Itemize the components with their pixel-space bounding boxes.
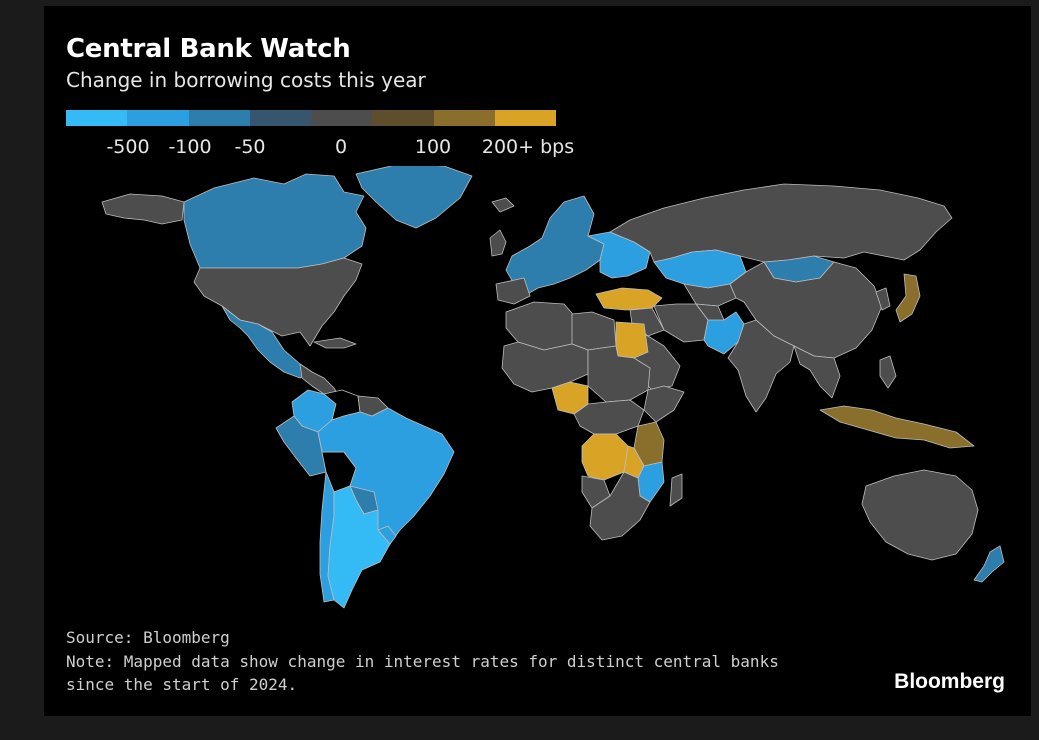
legend-label-minus-50: -50 (234, 136, 266, 158)
region-cuba (313, 337, 357, 349)
region-dr-congo (581, 433, 629, 481)
region-west-africa (501, 341, 589, 393)
region-united-states (193, 257, 363, 347)
region-india (727, 319, 795, 413)
region-egypt (615, 321, 649, 359)
region-southeast-asia (793, 345, 841, 399)
region-greenland (355, 166, 473, 229)
region-iraq-syria (629, 307, 665, 337)
region-brazil (317, 407, 455, 545)
legend-color-bar (66, 110, 556, 126)
region-horn-of-africa (643, 385, 685, 423)
region-japan (895, 273, 921, 323)
legend-label-zero: 0 (334, 136, 348, 158)
source-note: Source: Bloomberg (66, 628, 230, 647)
legend-swatch-7 (433, 110, 495, 126)
region-uruguay (377, 525, 397, 545)
region-australia (861, 469, 979, 561)
region-alaska (101, 193, 185, 225)
region-indonesia (819, 405, 975, 449)
legend-swatch-6 (372, 110, 434, 126)
legend-swatch-1 (66, 110, 128, 126)
region-libya (571, 311, 617, 351)
legend-swatch-3 (188, 110, 250, 126)
region-turkey (595, 287, 663, 311)
region-madagascar (669, 473, 683, 507)
chart-card: Central Bank Watch Change in borrowing c… (44, 6, 1031, 716)
bloomberg-logo: Bloomberg (894, 670, 1005, 693)
page-title: Central Bank Watch (66, 34, 351, 64)
region-southern-africa (589, 471, 651, 541)
legend-label-200-plus: 200+ bps (481, 136, 575, 158)
region-china (729, 261, 883, 359)
region-united-kingdom (489, 229, 507, 257)
region-iceland (491, 197, 515, 213)
region-mexico (221, 305, 313, 379)
region-central-asia (683, 283, 737, 307)
page-subtitle: Change in borrowing costs this year (66, 68, 426, 92)
region-philippines (879, 355, 897, 389)
region-iberia (495, 277, 531, 305)
legend-swatch-2 (127, 110, 189, 126)
note-line-2: since the start of 2024. (66, 675, 298, 694)
region-russia (609, 183, 953, 263)
legend-swatch-8 (494, 110, 556, 126)
region-korea (875, 287, 891, 311)
world-map (101, 166, 1005, 609)
legend-label-minus-500: -500 (106, 136, 150, 158)
legend-label-100: 100 (414, 136, 452, 158)
region-central-africa (573, 399, 645, 435)
legend-swatch-5 (311, 110, 373, 126)
region-argentina (327, 485, 391, 609)
region-canada (183, 173, 367, 269)
region-new-zealand (973, 545, 1005, 583)
note-line-1: Note: Mapped data show change in interes… (66, 652, 779, 671)
legend-swatch-4 (249, 110, 311, 126)
legend-label-minus-100: -100 (168, 136, 212, 158)
